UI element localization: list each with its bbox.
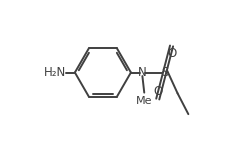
- Text: O: O: [167, 47, 176, 60]
- Text: H₂N: H₂N: [44, 66, 66, 79]
- Text: Me: Me: [136, 96, 153, 106]
- Text: S: S: [161, 66, 168, 79]
- Text: N: N: [138, 66, 147, 79]
- Text: O: O: [153, 85, 162, 98]
